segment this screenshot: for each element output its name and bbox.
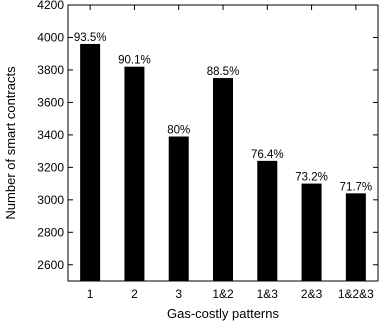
y-tick-label: 2600 [37, 258, 64, 272]
bar-1&3 [257, 160, 278, 281]
data-label: 88.5% [207, 66, 240, 78]
data-label: 76.4% [251, 149, 284, 161]
x-tick-label: 1&2 [212, 287, 234, 301]
y-axis-title: Number of smart contracts [3, 66, 18, 220]
x-axis-title: Gas-costly patterns [167, 306, 279, 321]
y-ticks-group: 2600 2800 3000 3200 3400 3600 3800 4000 4200 [37, 0, 378, 272]
data-label: 93.5% [74, 32, 107, 44]
plot-frame [67, 4, 379, 282]
y-tick-label: 3600 [37, 95, 64, 109]
y-tick-label: 3400 [37, 128, 64, 142]
data-label: 80% [167, 125, 190, 137]
x-tick-label: 3 [175, 287, 182, 301]
y-tick-label: 3000 [37, 193, 64, 207]
bars-group [80, 43, 366, 281]
bar-2&3 [301, 183, 322, 281]
x-tick-label: 1&2&3 [338, 287, 374, 301]
bar-1&2&3 [345, 193, 366, 281]
y-tick-label: 3800 [37, 63, 64, 77]
bar-1 [80, 43, 101, 281]
bar-2 [124, 66, 145, 281]
y-tick-label: 4200 [37, 0, 64, 12]
bar-3 [168, 136, 189, 281]
x-tick-label: 2 [131, 287, 138, 301]
y-tick-label: 3200 [37, 160, 64, 174]
x-tick-label: 1&3 [257, 287, 279, 301]
data-label: 73.2% [295, 172, 328, 184]
x-ticks-group: 1 2 3 1&2 1&3 2&3 1&2&3 [87, 5, 374, 301]
y-tick-label: 4000 [37, 30, 64, 44]
x-tick-label: 2&3 [301, 287, 323, 301]
x-tick-label: 1 [87, 287, 94, 301]
bar-1&2 [213, 78, 233, 281]
y-tick-label: 2800 [37, 225, 64, 239]
data-label: 71.7% [340, 181, 373, 193]
data-labels-group: 93.5% 90.1% 80% 88.5% 76.4% 73.2% 71.7% [74, 32, 372, 193]
data-label: 90.1% [118, 55, 151, 67]
